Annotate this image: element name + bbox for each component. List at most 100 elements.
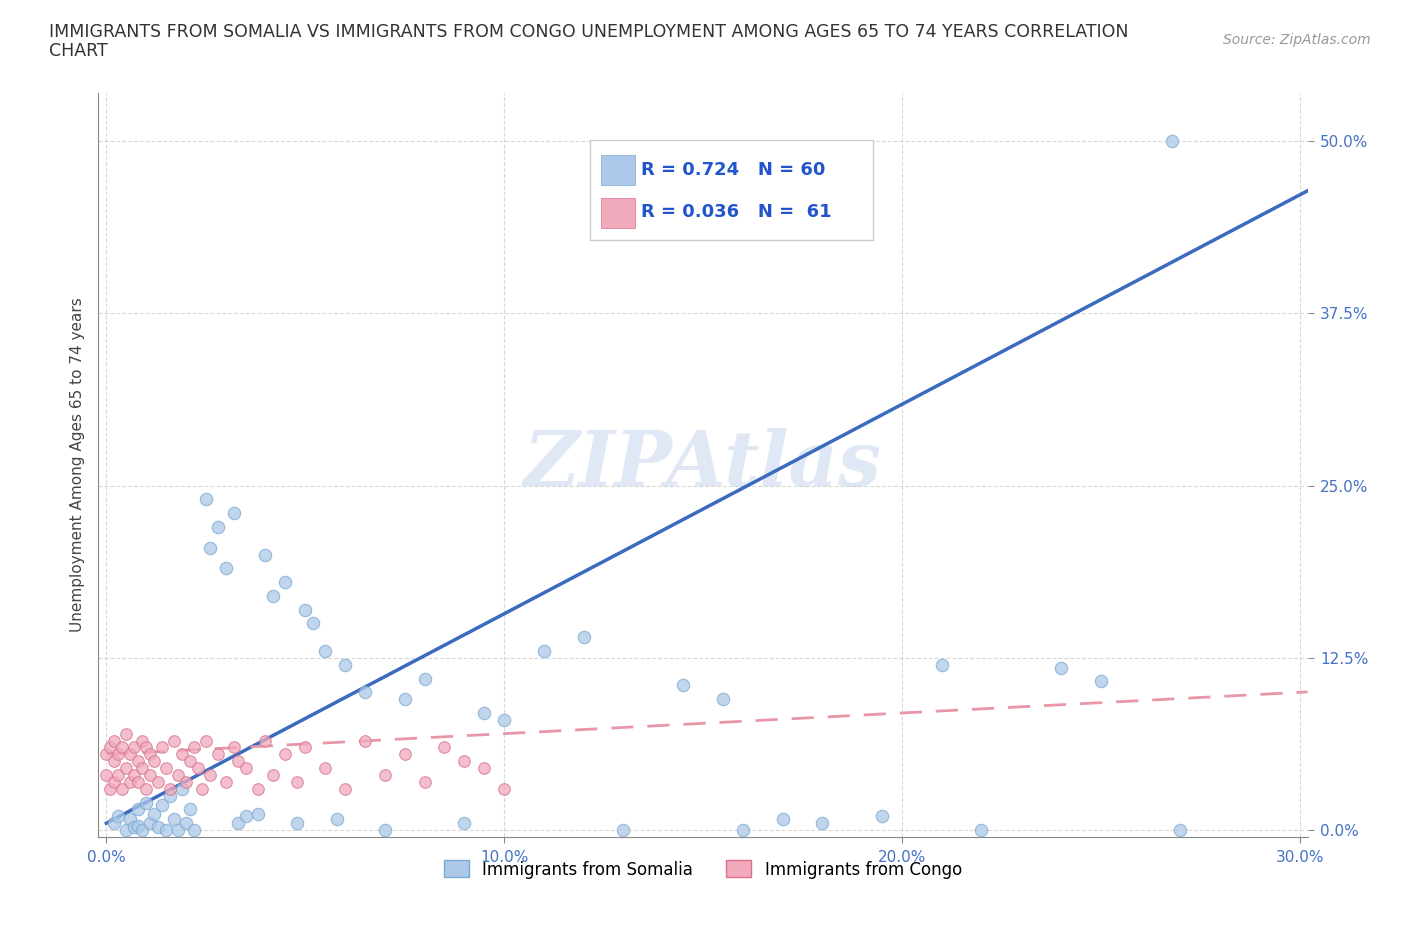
Point xyxy=(146,775,169,790)
Point xyxy=(103,754,125,769)
Point xyxy=(194,733,217,748)
Point xyxy=(174,775,197,790)
Point xyxy=(472,761,495,776)
Point xyxy=(326,812,349,827)
Point xyxy=(394,692,416,707)
Point xyxy=(135,781,157,796)
Point xyxy=(314,644,336,658)
Point xyxy=(183,740,205,755)
Point xyxy=(285,775,308,790)
Point xyxy=(453,816,475,830)
Point xyxy=(179,754,201,769)
Point xyxy=(135,795,157,810)
Point xyxy=(772,812,794,827)
Point xyxy=(127,754,149,769)
Point xyxy=(1168,823,1191,838)
Text: Source: ZipAtlas.com: Source: ZipAtlas.com xyxy=(1223,33,1371,46)
Point xyxy=(159,781,181,796)
Point xyxy=(103,775,125,790)
Point xyxy=(139,816,162,830)
Point xyxy=(222,506,245,521)
Point xyxy=(198,767,221,782)
Text: CHART: CHART xyxy=(49,42,108,60)
Point xyxy=(333,658,356,672)
Point xyxy=(246,806,269,821)
Point xyxy=(159,789,181,804)
Point xyxy=(970,823,993,838)
Point xyxy=(731,823,754,838)
Point xyxy=(374,767,396,782)
Point xyxy=(131,823,153,838)
Point xyxy=(207,520,229,535)
Point xyxy=(294,740,316,755)
Point xyxy=(127,818,149,833)
Text: IMMIGRANTS FROM SOMALIA VS IMMIGRANTS FROM CONGO UNEMPLOYMENT AMONG AGES 65 TO 7: IMMIGRANTS FROM SOMALIA VS IMMIGRANTS FR… xyxy=(49,23,1129,41)
Point xyxy=(131,761,153,776)
Point xyxy=(122,767,145,782)
Point xyxy=(711,692,734,707)
Point xyxy=(139,747,162,762)
Point xyxy=(294,603,316,618)
Point xyxy=(262,589,284,604)
Point xyxy=(262,767,284,782)
Point xyxy=(107,767,129,782)
Point xyxy=(115,726,138,741)
Point xyxy=(533,644,555,658)
Point xyxy=(170,747,193,762)
Point xyxy=(120,775,142,790)
Point xyxy=(215,775,238,790)
Point xyxy=(314,761,336,776)
Point xyxy=(235,809,257,824)
Point xyxy=(207,747,229,762)
Point xyxy=(246,781,269,796)
Point xyxy=(146,820,169,835)
Point xyxy=(274,747,297,762)
Point xyxy=(107,809,129,824)
Point xyxy=(494,712,516,727)
Point xyxy=(333,781,356,796)
Point xyxy=(111,740,134,755)
Point xyxy=(572,630,595,644)
Point xyxy=(194,492,217,507)
Point xyxy=(413,671,436,686)
Point xyxy=(143,754,166,769)
Point xyxy=(135,740,157,755)
Point xyxy=(155,823,177,838)
Point xyxy=(127,775,149,790)
Point xyxy=(354,733,377,748)
Point xyxy=(1050,660,1073,675)
Point xyxy=(612,823,634,838)
Point xyxy=(235,761,257,776)
Point xyxy=(167,767,190,782)
Point xyxy=(183,823,205,838)
Point xyxy=(179,802,201,817)
Y-axis label: Unemployment Among Ages 65 to 74 years: Unemployment Among Ages 65 to 74 years xyxy=(69,298,84,632)
Point xyxy=(494,781,516,796)
Point xyxy=(115,761,138,776)
Point xyxy=(472,706,495,721)
Point xyxy=(215,561,238,576)
Point xyxy=(107,747,129,762)
Point xyxy=(191,781,214,796)
Point xyxy=(811,816,834,830)
Point xyxy=(222,740,245,755)
Point xyxy=(226,754,249,769)
Point xyxy=(413,775,436,790)
Text: ZIPAtlas: ZIPAtlas xyxy=(524,428,882,502)
Point xyxy=(394,747,416,762)
Point xyxy=(127,802,149,817)
Point xyxy=(354,684,377,699)
Point xyxy=(167,823,190,838)
Point xyxy=(120,747,142,762)
Point xyxy=(150,740,173,755)
Point xyxy=(96,747,118,762)
Point xyxy=(374,823,396,838)
Point xyxy=(1161,134,1184,149)
Point xyxy=(122,740,145,755)
Point xyxy=(1090,674,1112,689)
Point xyxy=(198,540,221,555)
Point xyxy=(931,658,953,672)
Point xyxy=(302,616,325,631)
Point xyxy=(274,575,297,590)
Point xyxy=(870,809,893,824)
